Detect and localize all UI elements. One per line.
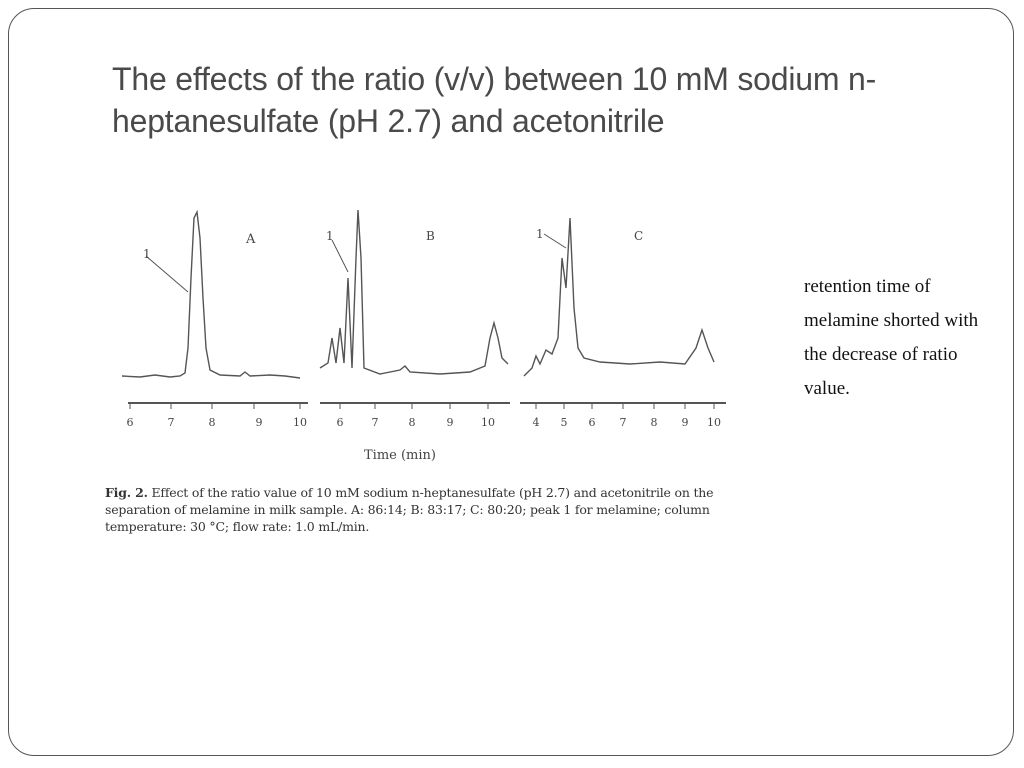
panel-c-peak-label: 1 [536,227,544,241]
tick-label: 8 [651,416,658,429]
panel-c-trace [523,217,715,377]
tick-label: 10 [293,416,307,429]
side-note: retention time of melamine shorted with … [804,276,979,399]
tick-label: 10 [707,416,721,429]
tick-label: 7 [168,416,175,429]
panel-a-trace [121,209,301,379]
tick-label: 9 [447,416,454,429]
panel-b-peak-label: 1 [326,229,334,243]
tick-label: 4 [533,416,540,429]
panel-b-trace [319,209,509,375]
tick-label: 9 [682,416,689,429]
slide-title: The effects of the ratio (v/v) between 1… [112,61,877,139]
tick-label: 7 [372,416,379,429]
slide-frame [8,8,1014,756]
figure-caption: Fig. 2. Effect of the ratio value of 10 … [105,484,745,535]
tick-label: 6 [127,416,134,429]
tick-label: 7 [620,416,627,429]
panel-b [319,209,510,409]
panel-b-label: B [426,229,435,243]
chromatogram-image: A 1 B 1 C 1 6 7 8 9 10 6 7 8 9 10 4 5 6 … [121,209,726,463]
caption-text: Effect of the ratio value of 10 mM sodiu… [105,485,714,534]
panel-c [520,217,726,409]
x-axis-label: Time (min) [364,448,436,463]
tick-label: 6 [589,416,596,429]
panel-a [121,209,308,409]
tick-label: 8 [409,416,416,429]
tick-label: 10 [481,416,495,429]
chromatogram-figure: A 1 B 1 C 1 6 7 8 9 10 6 7 8 9 10 4 5 6 … [100,198,740,568]
panel-c-label: C [634,229,643,243]
tick-label: 5 [561,416,568,429]
tick-label: 9 [256,416,263,429]
tick-label: 6 [337,416,344,429]
panel-a-label: A [245,232,256,247]
panel-a-peak-label: 1 [143,247,151,261]
tick-label: 8 [209,416,216,429]
caption-label: Fig. 2. [105,485,148,500]
